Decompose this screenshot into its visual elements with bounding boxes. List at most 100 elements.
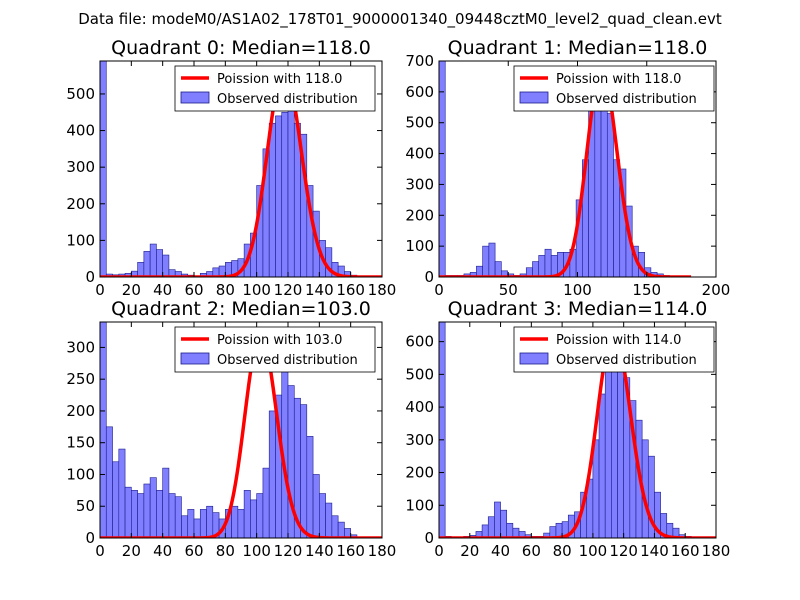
y-tick-label: 700: [405, 52, 434, 70]
histogram-bar: [199, 509, 207, 538]
x-tick-label: 160: [336, 542, 365, 560]
histogram-bar: [105, 426, 113, 538]
histogram-bar: [143, 483, 151, 538]
x-tick-label: 80: [216, 281, 235, 299]
histogram-bar: [250, 499, 257, 538]
x-tick-label: 180: [368, 542, 397, 560]
histogram-bar: [600, 103, 608, 277]
x-tick-label: 200: [702, 281, 731, 299]
legend-fit-label: Poission with 118.0: [556, 72, 681, 87]
histogram-bar: [439, 322, 446, 538]
panel-title: Quadrant 1: Median=118.0: [448, 37, 708, 59]
x-tick-label: 100: [242, 542, 271, 560]
y-tick-label: 300: [405, 431, 434, 449]
y-tick-label: 100: [405, 496, 434, 514]
panel-title: Quadrant 2: Median=103.0: [111, 298, 371, 320]
y-tick-label: 200: [66, 402, 95, 420]
histogram-bar: [162, 254, 170, 277]
legend-box: [513, 326, 715, 373]
legend: Poission with 114.0 Observed distribution: [513, 326, 715, 373]
histogram-bar: [337, 521, 345, 538]
panel-quadrant-0: 0 20 40 60 80 100 120 140 160 1800100200300400500…: [66, 37, 396, 299]
legend-box: [513, 65, 715, 112]
y-tick-label: 600: [405, 333, 434, 351]
x-tick-label: 80: [216, 542, 235, 560]
x-tick-label: 180: [702, 542, 731, 560]
histogram-bar: [268, 410, 276, 538]
x-tick-label: 80: [553, 542, 572, 560]
histogram-bar: [604, 370, 612, 538]
histogram-bar: [482, 245, 490, 277]
histogram-bar: [149, 477, 157, 538]
y-tick-label: 100: [66, 465, 95, 483]
histogram-bar: [538, 255, 546, 277]
histogram-bar: [131, 490, 138, 538]
legend-hist-label: Observed distribution: [556, 353, 697, 368]
x-tick-label: 120: [274, 542, 303, 560]
histogram-bar: [500, 509, 508, 538]
legend-hist-swatch: [519, 352, 549, 365]
legend: Poission with 118.0 Observed distribution: [174, 65, 376, 112]
histogram-bar: [300, 404, 308, 538]
histogram-bar: [206, 505, 214, 538]
panel-quadrant-1: 0 50 100 150 200 0 100 200 300 400 500 600 700 Quadra…: [405, 37, 730, 299]
y-tick-label: 500: [405, 114, 434, 132]
x-tick-label: 150: [632, 281, 661, 299]
histogram-bar: [306, 436, 314, 538]
x-tick-label: 40: [491, 542, 510, 560]
y-tick-label: 400: [66, 122, 95, 140]
histogram-bar: [143, 251, 151, 277]
x-tick-label: 60: [184, 542, 203, 560]
axes-frame: [99, 60, 383, 278]
x-tick-label: 0: [95, 281, 105, 299]
histogram-bar: [488, 242, 496, 277]
legend-hist-swatch: [180, 91, 210, 104]
histogram-bar: [149, 243, 157, 277]
histogram-bar: [137, 493, 145, 538]
histogram-bar: [532, 261, 540, 277]
panel-title: Quadrant 3: Median=114.0: [448, 298, 708, 320]
x-tick-label: 50: [499, 281, 518, 299]
histogram-bar: [544, 248, 552, 277]
x-tick-label: 160: [336, 281, 365, 299]
legend-hist-label: Observed distribution: [556, 92, 697, 107]
y-tick-label: 300: [66, 338, 95, 356]
y-tick-label: 0: [85, 268, 95, 286]
legend-fit-label: Poission with 103.0: [217, 333, 342, 348]
poisson-fit-curve: [439, 68, 693, 277]
histogram-bar: [168, 493, 176, 538]
y-tick-label: 200: [66, 195, 95, 213]
panel-quadrant-3: 0 20 40 60 80 100 120 140 160 1800100200300400500…: [405, 298, 730, 560]
histogram-bar: [162, 467, 170, 538]
histogram-bar: [156, 490, 163, 538]
y-tick-label: 200: [405, 206, 434, 224]
histogram-bar: [319, 493, 326, 538]
x-tick-label: 140: [305, 542, 334, 560]
x-tick-label: 60: [184, 281, 203, 299]
x-tick-label: 20: [122, 281, 141, 299]
legend-box: [174, 326, 376, 373]
histogram-bar: [325, 502, 333, 538]
x-tick-label: 140: [640, 542, 669, 560]
histogram-bar: [331, 515, 339, 538]
histogram-bar: [439, 61, 446, 277]
x-tick-label: 0: [434, 542, 444, 560]
histogram-bar: [312, 474, 320, 538]
histogram-bar: [592, 439, 600, 538]
legend-hist-label: Observed distribution: [217, 92, 358, 107]
histogram-bar: [598, 393, 606, 538]
histogram-bar: [494, 261, 502, 277]
histogram-bar: [550, 255, 558, 277]
histogram-bar: [124, 486, 132, 538]
legend: Poission with 118.0 Observed distribution: [513, 65, 715, 112]
histogram-bar: [611, 367, 618, 538]
histogram-bar: [100, 61, 107, 277]
panel-quadrant-2: 0 20 40 60 80 100 120 140 160 1800501001502002503…: [66, 298, 396, 560]
histogram-bar: [287, 89, 295, 277]
y-tick-label: 250: [66, 370, 95, 388]
histogram-bar: [275, 115, 283, 277]
y-tick-label: 0: [424, 529, 434, 547]
histogram-bars: [100, 322, 358, 538]
histogram-bar: [494, 501, 501, 538]
